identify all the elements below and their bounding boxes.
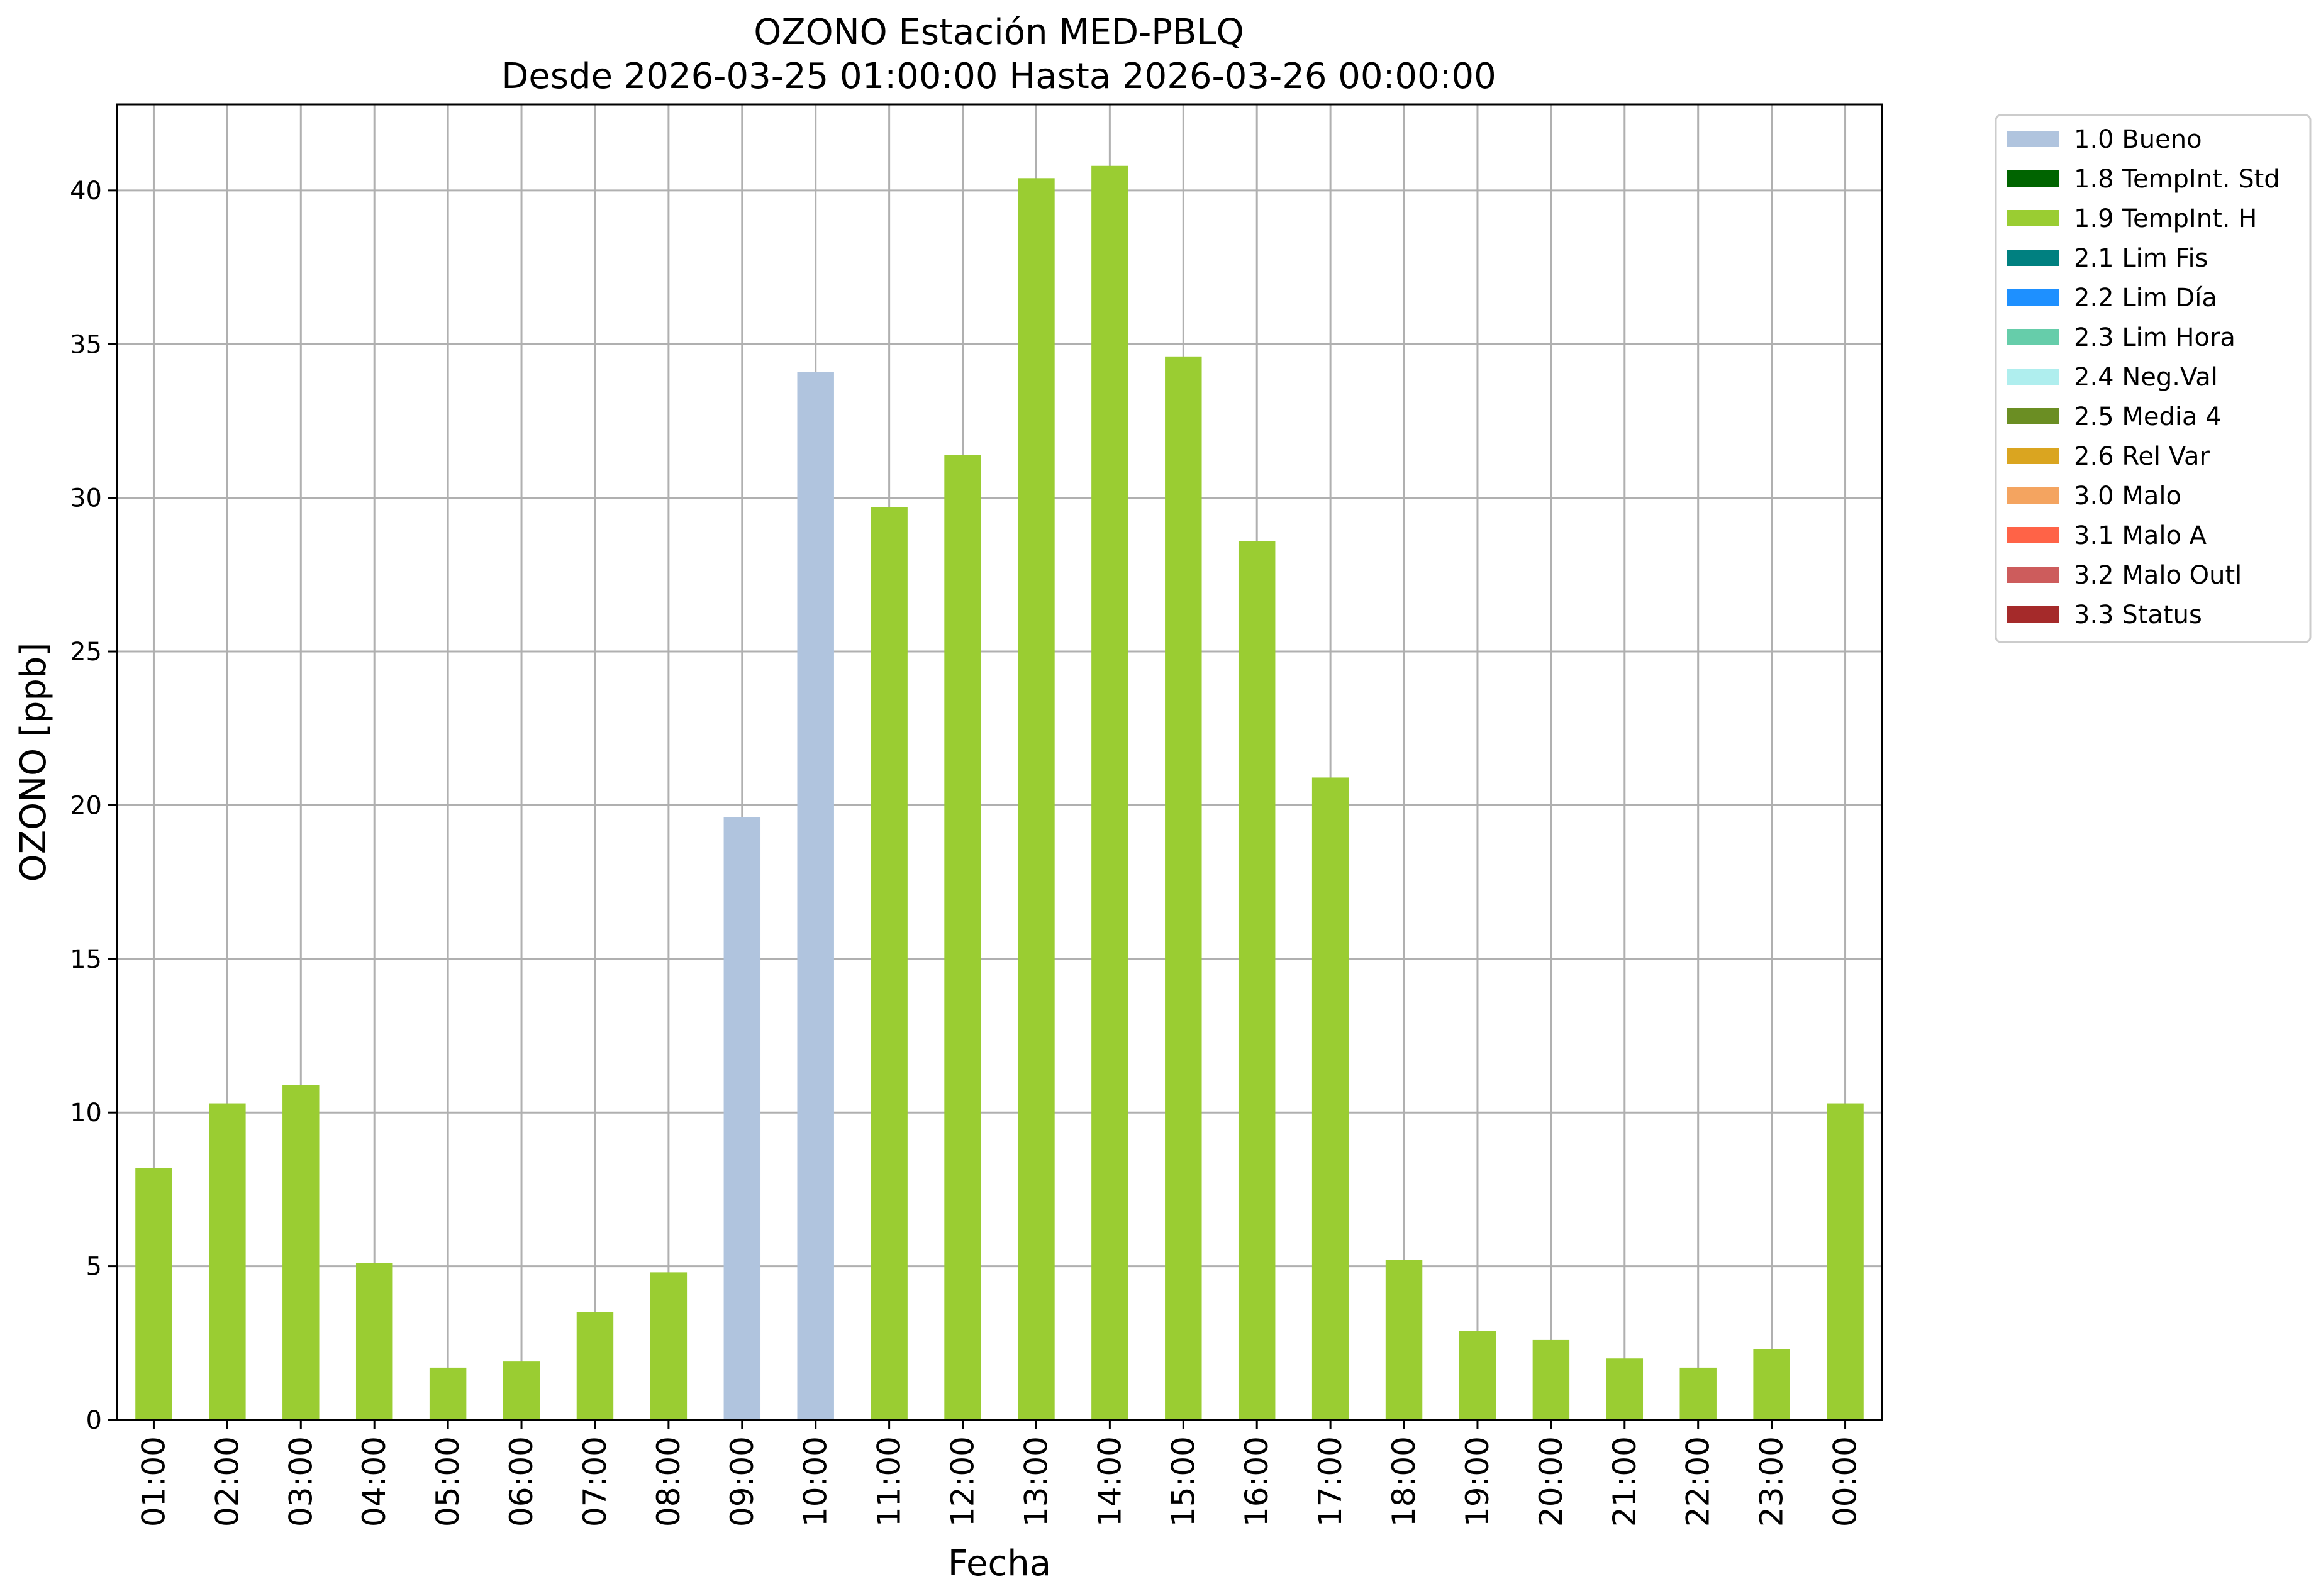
bar <box>1532 1339 1570 1420</box>
x-tick-label: 21:00 <box>1606 1436 1643 1527</box>
y-axis: 0 5 10 15 20 25 30 35 40 <box>70 177 117 1435</box>
legend-swatch <box>2007 250 2059 266</box>
x-tick-label: 08:00 <box>650 1436 687 1527</box>
bar <box>1165 356 1202 1420</box>
y-tick-label: 15 <box>70 945 102 974</box>
bar <box>503 1361 540 1420</box>
x-tick-label: 07:00 <box>577 1436 613 1527</box>
chart-subtitle: Desde 2026-03-25 01:00:00 Hasta 2026-03-… <box>501 56 1496 97</box>
y-tick-label: 0 <box>86 1406 102 1435</box>
x-tick-label: 16:00 <box>1239 1436 1275 1527</box>
y-axis-label: OZONO [ppb] <box>13 643 54 882</box>
bar <box>282 1085 320 1420</box>
x-tick-label: 04:00 <box>356 1436 392 1527</box>
bar <box>650 1272 688 1420</box>
bar <box>135 1168 172 1420</box>
bar <box>1311 777 1349 1420</box>
legend-swatch <box>2007 567 2059 583</box>
bar <box>944 455 981 1420</box>
legend-swatch <box>2007 289 2059 306</box>
legend: 1.0 Bueno 1.8 TempInt. Std 1.9 TempInt. H 2… <box>1995 114 2312 643</box>
bar <box>1091 165 1128 1420</box>
x-tick-label: 05:00 <box>430 1436 466 1527</box>
x-tick-label: 00:00 <box>1827 1436 1864 1527</box>
x-tick-label: 20:00 <box>1533 1436 1569 1527</box>
legend-label: 2.2 Lim Día <box>2074 284 2217 313</box>
x-tick-label: 15:00 <box>1165 1436 1201 1527</box>
y-tick-label: 35 <box>70 330 102 359</box>
legend-swatch <box>2007 329 2059 345</box>
legend-label: 2.4 Neg.Val <box>2074 363 2218 392</box>
bar <box>1679 1367 1717 1420</box>
bar <box>871 507 908 1421</box>
bar <box>1827 1103 1864 1420</box>
x-axis: 01:00 02:00 03:00 04:00 05:00 06:00 07:00 08:00… <box>135 1420 1864 1527</box>
bar <box>1385 1260 1423 1420</box>
y-tick-label: 5 <box>86 1253 102 1282</box>
legend-swatch <box>2007 606 2059 623</box>
x-tick-label: 10:00 <box>798 1436 834 1527</box>
bars <box>135 165 1864 1421</box>
x-axis-label: Fecha <box>948 1543 1051 1584</box>
legend-label: 1.0 Bueno <box>2074 125 2202 154</box>
legend-swatch <box>2007 170 2059 187</box>
legend-swatch <box>2007 131 2059 147</box>
legend-swatch <box>2007 448 2059 464</box>
x-tick-label: 13:00 <box>1018 1436 1054 1527</box>
bar <box>797 372 834 1421</box>
bar <box>1238 541 1276 1421</box>
bar <box>1606 1358 1644 1420</box>
bar <box>576 1312 614 1420</box>
x-tick-label: 12:00 <box>945 1436 981 1527</box>
y-tick-label: 10 <box>70 1099 102 1128</box>
x-tick-label: 14:00 <box>1091 1436 1128 1527</box>
x-tick-label: 23:00 <box>1754 1436 1790 1527</box>
x-tick-label: 03:00 <box>282 1436 319 1527</box>
bar <box>1459 1331 1496 1420</box>
bar <box>1753 1349 1790 1420</box>
legend-frame <box>1995 114 2312 643</box>
chart-title: OZONO Estación MED-PBLQ <box>754 12 1244 53</box>
legend-label: 2.3 Lim Hora <box>2074 323 2235 352</box>
x-tick-label: 09:00 <box>724 1436 760 1527</box>
y-tick-label: 25 <box>70 638 102 667</box>
x-tick-label: 18:00 <box>1386 1436 1422 1527</box>
x-tick-label: 01:00 <box>135 1436 172 1527</box>
legend-swatch <box>2007 527 2059 543</box>
y-tick-label: 40 <box>70 177 102 206</box>
legend-swatch <box>2007 369 2059 385</box>
grid <box>117 104 1882 1421</box>
bar <box>723 817 761 1420</box>
legend-swatch <box>2007 487 2059 504</box>
legend-label: 2.6 Rel Var <box>2074 442 2210 471</box>
x-tick-label: 19:00 <box>1459 1436 1496 1527</box>
legend-label: 3.1 Malo A <box>2074 521 2207 550</box>
legend-label: 3.3 Status <box>2074 601 2202 629</box>
y-tick-label: 20 <box>70 791 102 820</box>
x-tick-label: 06:00 <box>503 1436 540 1527</box>
y-tick-label: 30 <box>70 484 102 513</box>
legend-label: 2.5 Media 4 <box>2074 402 2222 431</box>
legend-swatch <box>2007 210 2059 226</box>
legend-label: 1.8 TempInt. Std <box>2074 165 2280 194</box>
bar <box>209 1103 246 1420</box>
legend-swatch <box>2007 408 2059 424</box>
plot-area-frame <box>116 103 1883 1421</box>
x-tick-label: 22:00 <box>1680 1436 1717 1527</box>
bar <box>1018 178 1055 1421</box>
legend-label: 3.0 Malo <box>2074 482 2181 511</box>
legend-label: 1.9 TempInt. H <box>2074 204 2257 233</box>
x-tick-label: 11:00 <box>871 1436 908 1527</box>
bar <box>429 1367 467 1420</box>
legend-label: 2.1 Lim Fis <box>2074 244 2208 273</box>
x-tick-label: 02:00 <box>209 1436 245 1527</box>
bar <box>355 1263 393 1420</box>
legend-label: 3.2 Malo Outl <box>2074 561 2242 590</box>
x-tick-label: 17:00 <box>1312 1436 1349 1527</box>
